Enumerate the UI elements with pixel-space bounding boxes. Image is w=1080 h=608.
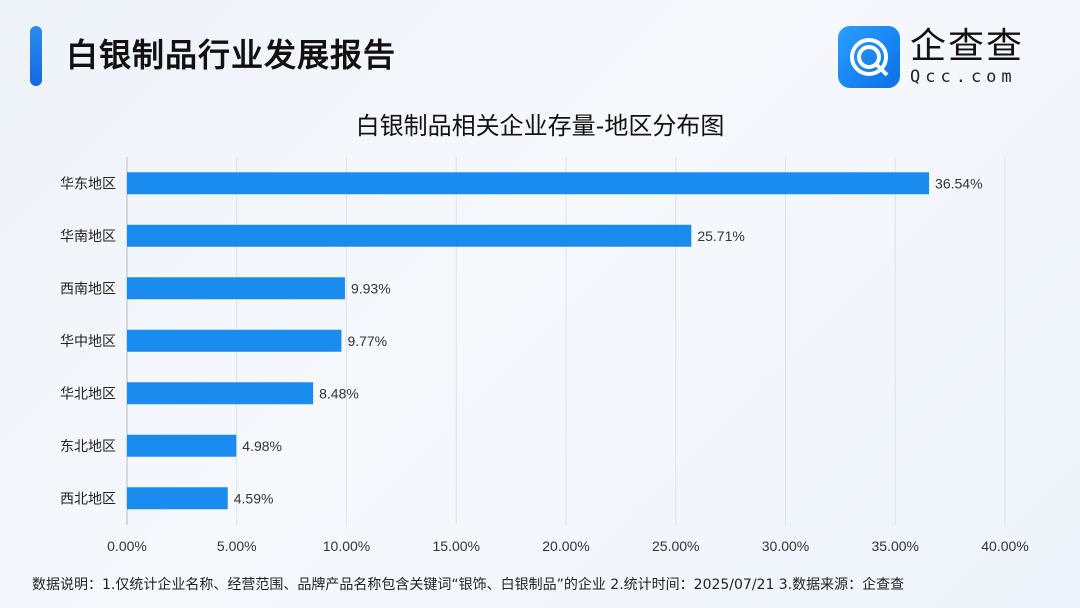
x-tick-label: 10.00% (323, 538, 370, 554)
qcc-logo: 企查查 Qcc.com (838, 26, 1024, 88)
bar (127, 224, 692, 247)
chart-title: 白银制品相关企业存量-地区分布图 (355, 112, 725, 140)
bar (127, 487, 228, 510)
bar-value-label: 25.71% (697, 228, 744, 244)
y-category-label: 西北地区 (60, 491, 116, 507)
y-category-label: 华北地区 (60, 386, 116, 402)
bar-value-label: 9.93% (351, 280, 391, 296)
y-category-label: 东北地区 (60, 439, 116, 455)
bar-value-label: 4.98% (242, 438, 282, 454)
bar (127, 172, 930, 195)
x-tick-label: 0.00% (107, 538, 147, 554)
bar-value-label: 36.54% (935, 175, 982, 191)
x-tick-label: 15.00% (433, 538, 480, 554)
x-tick-label: 40.00% (981, 538, 1028, 554)
logo-en-text: Qcc.com (910, 67, 1017, 87)
bar (127, 382, 314, 405)
title-accent-bar (30, 26, 42, 86)
bar-value-label: 4.59% (234, 490, 274, 506)
page-title: 白银制品行业发展报告 (66, 36, 397, 74)
x-tick-label: 25.00% (652, 538, 699, 554)
footer-note: 数据说明：1.仅统计企业名称、经营范围、品牌产品名称包含关键词“银饰、白银制品”… (32, 577, 905, 593)
y-category-label: 华中地区 (60, 334, 116, 350)
y-category-label: 华东地区 (60, 176, 116, 192)
x-tick-label: 20.00% (542, 538, 589, 554)
bar (127, 277, 345, 300)
bar-value-label: 8.48% (319, 385, 359, 401)
logo-cn-text: 企查查 (910, 26, 1025, 67)
x-tick-label: 5.00% (217, 538, 257, 554)
x-tick-label: 30.00% (762, 538, 809, 554)
qcc-logo-icon (838, 26, 900, 88)
bar (127, 329, 342, 352)
bar (127, 434, 237, 457)
bar-value-label: 9.77% (347, 333, 387, 349)
y-category-label: 西南地区 (60, 281, 116, 297)
x-tick-label: 35.00% (872, 538, 919, 554)
y-category-label: 华南地区 (60, 229, 116, 245)
